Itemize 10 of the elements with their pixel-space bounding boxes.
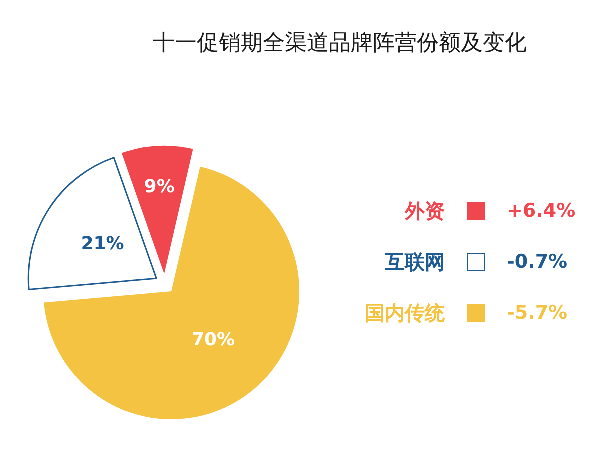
legend-label: 国内传统: [364, 300, 445, 326]
chart-title: 十一促销期全渠道品牌阵营份额及变化: [152, 30, 528, 58]
text: -0.7%: [507, 250, 569, 275]
text: -5.7%: [507, 301, 569, 326]
legend-label: 互联网: [384, 249, 445, 275]
data-label: 70%: [192, 329, 236, 350]
legend-label: 外资: [404, 198, 445, 224]
data-label: 9%: [144, 176, 175, 198]
text: +6.4%: [507, 199, 577, 224]
data-label: 21%: [81, 233, 124, 254]
